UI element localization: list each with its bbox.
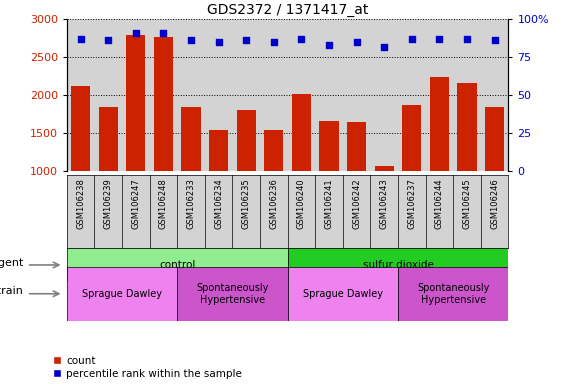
Bar — [236, 110, 256, 171]
Point — [159, 30, 168, 36]
Bar — [181, 107, 200, 171]
Text: GSM106236: GSM106236 — [270, 179, 278, 229]
Text: Spontaneously
Hypertensive: Spontaneously Hypertensive — [196, 283, 268, 305]
Text: GSM106238: GSM106238 — [76, 179, 85, 229]
Bar — [177, 267, 288, 321]
Bar — [288, 248, 508, 282]
Text: control: control — [159, 260, 195, 270]
Text: GSM106239: GSM106239 — [104, 179, 113, 229]
Text: GSM106246: GSM106246 — [490, 179, 499, 229]
Bar — [430, 77, 449, 171]
Text: GSM106241: GSM106241 — [325, 179, 333, 229]
Text: GSM106234: GSM106234 — [214, 179, 223, 229]
Point — [242, 37, 251, 43]
Bar — [126, 35, 145, 171]
Legend: count, percentile rank within the sample: count, percentile rank within the sample — [52, 356, 242, 379]
Text: GSM106242: GSM106242 — [352, 179, 361, 229]
Bar — [398, 267, 508, 321]
Text: GSM106248: GSM106248 — [159, 179, 168, 229]
Text: GSM106235: GSM106235 — [242, 179, 250, 229]
Text: strain: strain — [0, 286, 23, 296]
Text: GSM106237: GSM106237 — [407, 179, 416, 229]
Bar — [320, 121, 339, 171]
Point — [103, 37, 113, 43]
Bar — [288, 267, 398, 321]
Bar — [264, 130, 284, 171]
Text: sulfur dioxide: sulfur dioxide — [363, 260, 433, 270]
Bar — [457, 83, 476, 171]
Point — [435, 36, 444, 42]
Text: GSM106245: GSM106245 — [462, 179, 471, 229]
Title: GDS2372 / 1371417_at: GDS2372 / 1371417_at — [207, 3, 368, 17]
Bar — [292, 94, 311, 171]
Bar — [209, 130, 228, 171]
Text: Sprague Dawley: Sprague Dawley — [303, 289, 383, 299]
Text: GSM106247: GSM106247 — [131, 179, 140, 229]
Bar — [485, 107, 504, 171]
Bar — [99, 107, 118, 171]
Point — [490, 37, 499, 43]
Text: GSM106240: GSM106240 — [297, 179, 306, 229]
Point — [187, 37, 196, 43]
Point — [297, 36, 306, 42]
Bar — [375, 166, 394, 171]
Point — [269, 39, 278, 45]
Point — [379, 43, 389, 50]
Bar — [402, 105, 421, 171]
Bar — [347, 122, 366, 171]
Point — [131, 30, 141, 36]
Bar — [67, 248, 288, 282]
Text: GSM106243: GSM106243 — [380, 179, 389, 229]
Point — [462, 36, 472, 42]
Point — [407, 36, 417, 42]
Text: agent: agent — [0, 258, 23, 268]
Text: Sprague Dawley: Sprague Dawley — [82, 289, 162, 299]
Point — [352, 39, 361, 45]
Text: Spontaneously
Hypertensive: Spontaneously Hypertensive — [417, 283, 489, 305]
Point — [214, 39, 223, 45]
Point — [76, 36, 85, 42]
Bar — [154, 37, 173, 171]
Bar — [71, 86, 90, 171]
Text: GSM106244: GSM106244 — [435, 179, 444, 229]
Text: GSM106233: GSM106233 — [187, 179, 195, 229]
Point — [324, 42, 333, 48]
Bar — [67, 267, 177, 321]
